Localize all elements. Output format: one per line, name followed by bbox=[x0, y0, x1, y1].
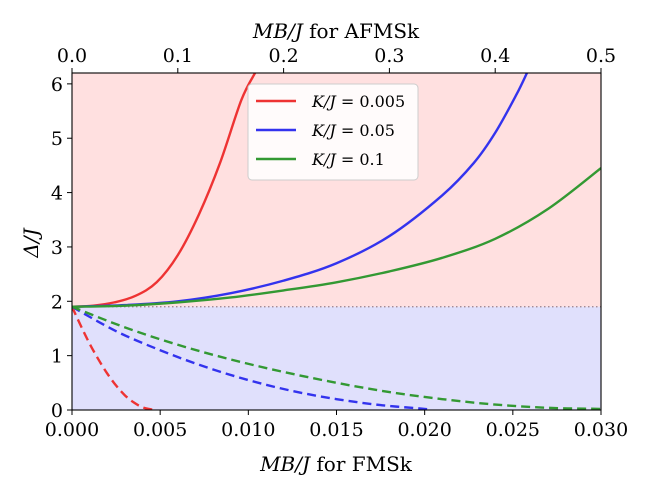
series-1-solid-line bbox=[72, 73, 257, 308]
curves bbox=[72, 73, 601, 410]
y-tick-label: 6 bbox=[51, 74, 63, 96]
series-3-dashed-line bbox=[72, 305, 601, 410]
bottom-tick-label: 0.025 bbox=[486, 419, 540, 441]
top-tick-label: 0.5 bbox=[586, 45, 616, 67]
top-tick-label: 0.0 bbox=[57, 45, 87, 67]
bottom-tick-label: 0.005 bbox=[133, 419, 187, 441]
bottom-tick-label: 0.015 bbox=[309, 419, 363, 441]
bottom-tick-label: 0.010 bbox=[221, 419, 275, 441]
y-tick-label: 5 bbox=[51, 128, 63, 150]
bottom-axis-label: MB/J for FMSk bbox=[259, 452, 413, 476]
y-tick-label: 3 bbox=[51, 237, 63, 259]
top-tick-label: 0.2 bbox=[268, 45, 298, 67]
region-lower bbox=[72, 306, 601, 410]
bottom-tick-label: 0.020 bbox=[397, 419, 451, 441]
legend: K/J = 0.005 K/J = 0.05 K/J = 0.1 bbox=[247, 83, 419, 181]
y-axis-label: Δ/J bbox=[19, 227, 43, 258]
top-axis-label: MB/J for AFMSk bbox=[252, 19, 420, 43]
ticks: 0.000 0.005 0.010 0.015 0.020 0.025 0.030 0.0 0.… bbox=[45, 45, 628, 441]
series-2-dashed-line bbox=[72, 305, 432, 410]
series-1-dashed-line bbox=[72, 306, 157, 410]
top-tick-label: 0.4 bbox=[480, 45, 510, 67]
legend-entry-3: K/J = 0.1 bbox=[311, 150, 385, 169]
top-tick-label: 0.1 bbox=[163, 45, 193, 67]
bottom-tick-label: 0.000 bbox=[45, 419, 99, 441]
top-tick-label: 0.3 bbox=[374, 45, 404, 67]
y-tick-label: 2 bbox=[51, 291, 63, 313]
y-tick-label: 0 bbox=[51, 400, 63, 422]
bottom-tick-label: 0.030 bbox=[574, 419, 628, 441]
legend-entry-2: K/J = 0.05 bbox=[311, 121, 395, 140]
legend-box bbox=[247, 83, 419, 181]
series-3-solid-line bbox=[72, 167, 601, 308]
y-tick-label: 4 bbox=[51, 183, 63, 205]
legend-entry-1: K/J = 0.005 bbox=[311, 92, 405, 111]
y-tick-label: 1 bbox=[51, 346, 63, 368]
